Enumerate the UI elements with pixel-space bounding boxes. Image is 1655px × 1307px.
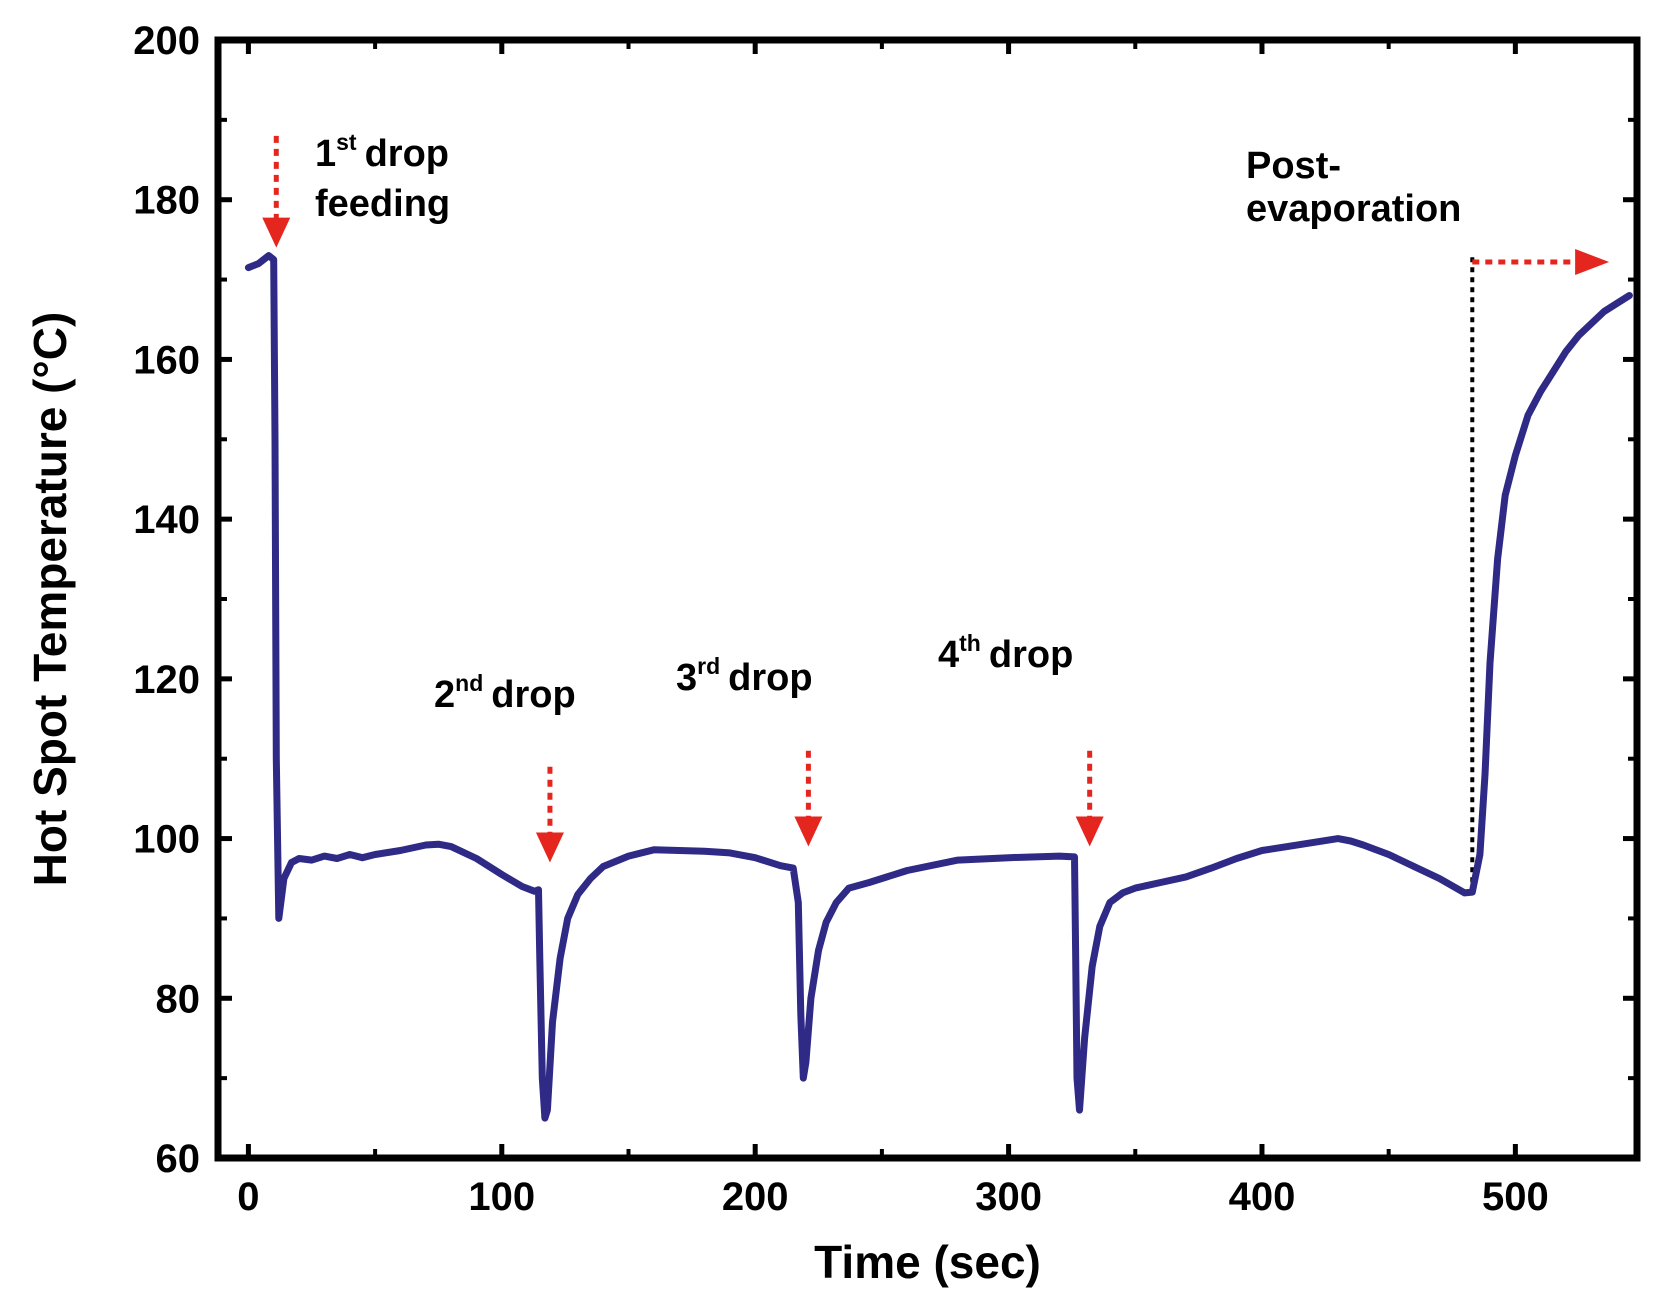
y-tick-label: 100	[133, 818, 200, 862]
x-tick-label: 0	[237, 1175, 259, 1219]
annot-drop-4-number: 4	[938, 634, 959, 676]
annot-drop-3-number: 3	[676, 657, 697, 699]
y-axis-title: Hot Spot Temperature (°C)	[24, 312, 76, 887]
x-axis-title: Time (sec)	[814, 1236, 1041, 1288]
arrow-drop-1-head	[262, 217, 291, 248]
x-tick-label: 500	[1482, 1175, 1549, 1219]
annot-post-evap: Post-	[1246, 145, 1341, 187]
annot-drop-1-superscript: st	[336, 129, 357, 155]
y-tick-label: 180	[133, 179, 200, 223]
annot-drop-3-word: drop	[728, 657, 812, 699]
series-line	[244, 252, 1633, 1122]
annot-drop-1-line2: feeding	[315, 183, 450, 225]
annot-drop-1-number: 1	[315, 133, 336, 175]
y-tick-label: 120	[133, 658, 200, 702]
arrow-post-evap-head	[1575, 249, 1610, 276]
annot-drop-4-word: drop	[989, 634, 1073, 676]
annot-drop-2: 2nd drop	[434, 670, 576, 716]
annot-drop-2-word: drop	[491, 674, 575, 716]
x-tick-label: 200	[722, 1175, 789, 1219]
y-tick-label: 160	[133, 338, 200, 382]
y-tick-label: 200	[133, 19, 200, 63]
annot-post-evap-line2: evaporation	[1246, 188, 1461, 230]
x-tick-label: 100	[468, 1175, 535, 1219]
x-tick-label: 400	[1229, 1175, 1296, 1219]
arrow-drop-3-head	[794, 816, 823, 847]
annot-drop-4: 4th drop	[938, 630, 1073, 676]
annot-drop-3: 3rd drop	[676, 653, 813, 699]
x-tick-label: 300	[975, 1175, 1042, 1219]
annot-drop-3-superscript: rd	[697, 653, 720, 679]
annot-drop-1: 1st drop	[315, 129, 449, 175]
y-tick-label: 80	[156, 977, 201, 1021]
annot-drop-4-superscript: th	[959, 630, 981, 656]
arrow-drop-2-head	[535, 832, 564, 863]
annot-drop-1-word: drop	[365, 133, 449, 175]
annot-drop-2-number: 2	[434, 674, 455, 716]
y-tick-label: 60	[156, 1137, 201, 1181]
annot-drop-2-superscript: nd	[455, 670, 483, 696]
arrow-drop-4-head	[1075, 816, 1104, 847]
y-tick-label: 140	[133, 498, 200, 542]
